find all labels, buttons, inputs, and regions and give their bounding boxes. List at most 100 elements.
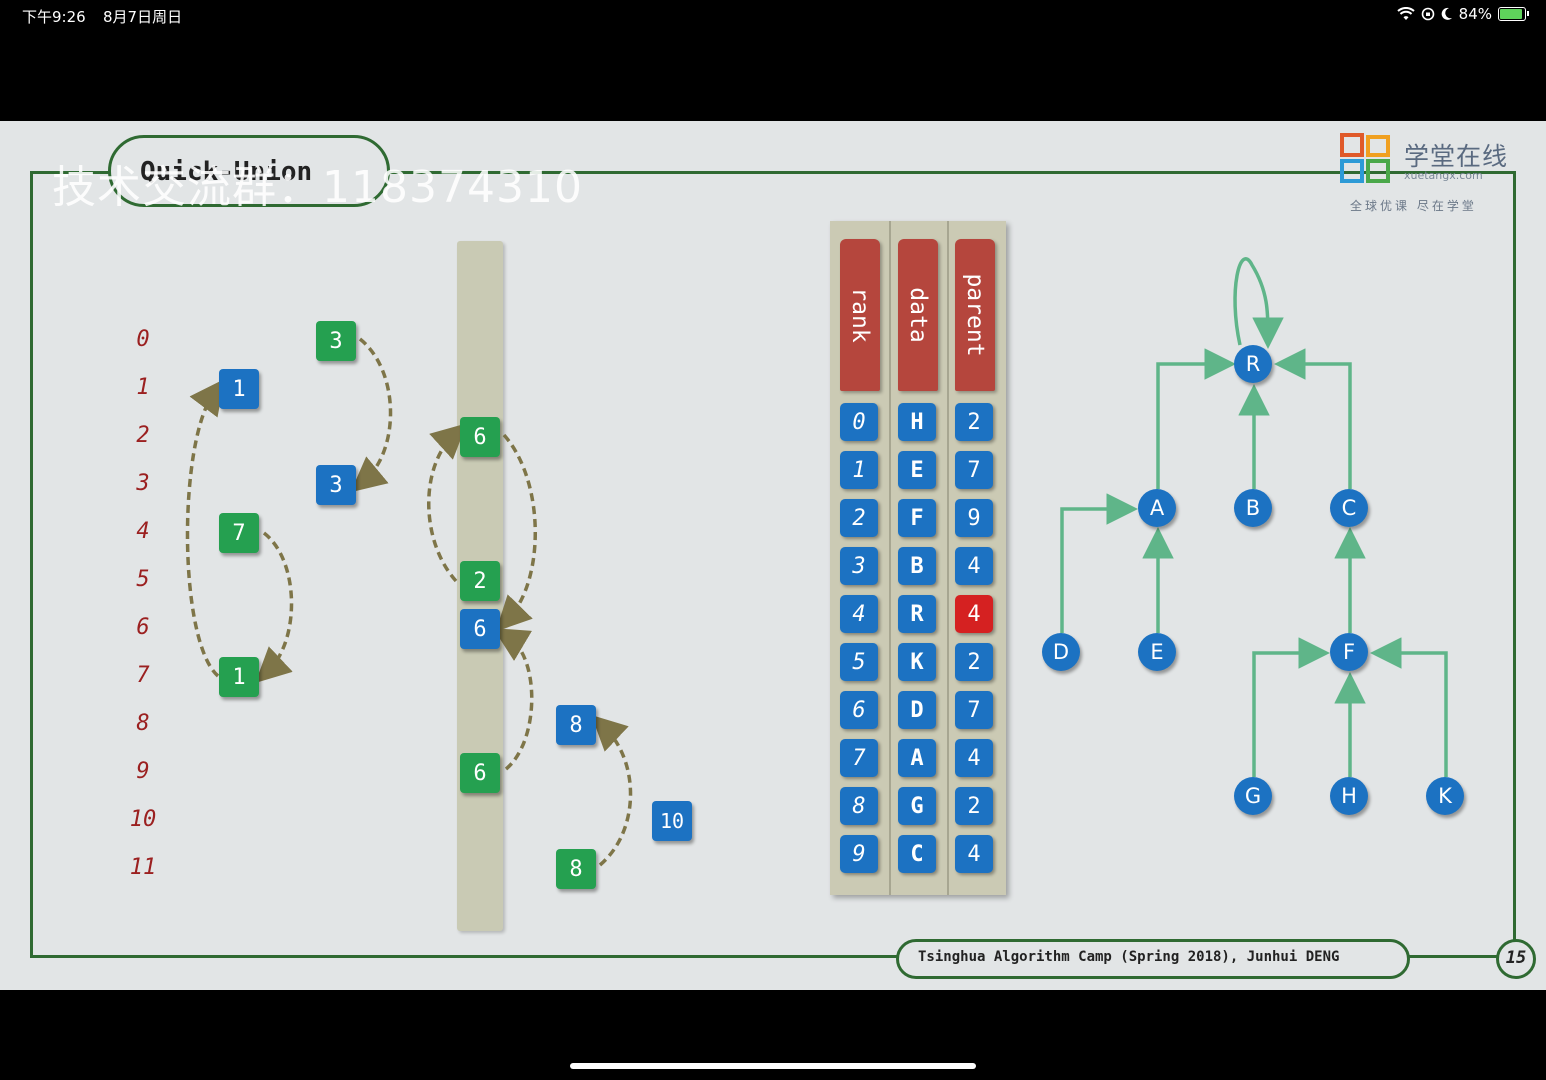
table-cell-data: A — [898, 739, 936, 777]
number-box: 6 — [460, 609, 500, 649]
row-index: 10 — [129, 807, 157, 832]
table-cell-parent: 7 — [955, 691, 993, 729]
row-index: 1 — [136, 375, 150, 400]
arrow-a-to-r — [1156, 348, 1236, 489]
table-cell-parent: 2 — [955, 403, 993, 441]
arrow-7-to-1 — [255, 531, 294, 683]
home-indicator[interactable] — [570, 1063, 976, 1069]
number-box: 6 — [460, 417, 500, 457]
number-box: 2 — [460, 561, 500, 601]
table-cell-data: B — [898, 547, 936, 585]
row-index: 11 — [129, 855, 157, 880]
tree-node: F — [1330, 633, 1368, 671]
logo-domain: xuetangx.com — [1404, 169, 1483, 182]
number-box: 8 — [556, 849, 596, 889]
table-cell-data: R — [898, 595, 936, 633]
orientation-lock-icon — [1421, 7, 1434, 21]
footer-credit: Tsinghua Algorithm Camp (Spring 2018), J… — [918, 949, 1340, 965]
table-cell-parent: 4 — [955, 835, 993, 873]
watermark-text: 技术交流群：118374310 — [52, 162, 583, 213]
table-cell-data: C — [898, 835, 936, 873]
table-cell-parent: 9 — [955, 499, 993, 537]
table-cell-parent: 2 — [955, 643, 993, 681]
number-box: 8 — [556, 705, 596, 745]
table-cell-parent: 7 — [955, 451, 993, 489]
row-index: 8 — [136, 711, 150, 736]
table-cell-data: E — [898, 451, 936, 489]
table-divider — [947, 221, 949, 895]
table-cell-rank: 2 — [840, 499, 878, 537]
arrow-g-to-f — [1252, 637, 1330, 777]
tree-node: R — [1234, 345, 1272, 383]
number-box: 3 — [316, 465, 356, 505]
lecture-slide: Quick-Union 技术交流群：118374310 学堂在线 xuetang… — [0, 121, 1546, 990]
page-number-circle — [1496, 939, 1536, 979]
arrow-k-to-f — [1370, 637, 1448, 777]
table-cell-data: D — [898, 691, 936, 729]
tree-node: E — [1138, 633, 1176, 671]
table-cell-parent: 2 — [955, 787, 993, 825]
wifi-icon — [1396, 7, 1415, 20]
arrow-2-to-6 — [427, 423, 467, 583]
row-index: 9 — [136, 759, 150, 784]
arrow-r-self — [1233, 257, 1284, 349]
xuetangx-logo: 学堂在线 xuetangx.com 全球优课 尽在学堂 — [1340, 133, 1507, 213]
header-data: data — [898, 239, 938, 391]
row-index: 6 — [136, 615, 150, 640]
row-index: 2 — [136, 423, 150, 448]
arrow-3-to-3 — [350, 337, 393, 493]
tree-node: G — [1234, 777, 1272, 815]
slide-frame — [30, 171, 1516, 958]
page-number: 15 — [1505, 948, 1527, 968]
table-cell-rank: 9 — [840, 835, 878, 873]
number-box: 6 — [460, 753, 500, 793]
table-cell-data: F — [898, 499, 936, 537]
battery-percent: 84% — [1458, 5, 1492, 23]
row-index: 3 — [136, 471, 150, 496]
arrow-1-to-1 — [185, 378, 225, 678]
logo-slogan: 全球优课 尽在学堂 — [1350, 199, 1477, 213]
table-cell-rank: 5 — [840, 643, 878, 681]
tree-node: K — [1426, 777, 1464, 815]
arrow-6-to-6 — [495, 433, 537, 632]
arrow-d-to-a — [1060, 493, 1138, 633]
arrow-c-to-r — [1274, 348, 1352, 489]
table-cell-data: K — [898, 643, 936, 681]
tree-node: C — [1330, 489, 1368, 527]
row-index: 5 — [136, 567, 150, 592]
header-parent: parent — [955, 239, 995, 391]
number-box: 1 — [219, 657, 259, 697]
number-box: 1 — [219, 369, 259, 409]
logo-icon — [1340, 133, 1390, 183]
table-cell-rank: 3 — [840, 547, 878, 585]
number-box: 3 — [316, 321, 356, 361]
logo-name: 学堂在线 — [1404, 142, 1509, 171]
table-cell-rank: 6 — [840, 691, 878, 729]
table-cell-rank: 4 — [840, 595, 878, 633]
table-cell-parent: 4 — [955, 547, 993, 585]
diagram-arrows — [185, 257, 1448, 867]
number-box: 10 — [652, 801, 692, 841]
title-pill — [108, 135, 390, 207]
row-index: 7 — [136, 663, 150, 688]
table-cell-parent: 4 — [955, 595, 993, 633]
footer-pill — [896, 939, 1410, 979]
arrow-8-to-8 — [591, 714, 633, 867]
table-cell-rank: 7 — [840, 739, 878, 777]
tree-node: H — [1330, 777, 1368, 815]
table-cell-rank: 1 — [840, 451, 878, 489]
row-index: 0 — [136, 327, 150, 352]
row-index: 4 — [136, 519, 150, 544]
battery-icon — [1498, 7, 1529, 21]
header-rank: rank — [840, 239, 880, 391]
table-cell-parent: 4 — [955, 739, 993, 777]
table-cell-rank: 0 — [840, 403, 878, 441]
table-cell-data: G — [898, 787, 936, 825]
status-time: 下午9:26 — [22, 8, 86, 26]
tree-node: D — [1042, 633, 1080, 671]
tree-node: B — [1234, 489, 1272, 527]
arrow-6b-to-6 — [492, 628, 534, 771]
table-cell-rank: 8 — [840, 787, 878, 825]
status-icons: 84% — [1396, 5, 1529, 23]
moon-icon — [1441, 7, 1452, 20]
